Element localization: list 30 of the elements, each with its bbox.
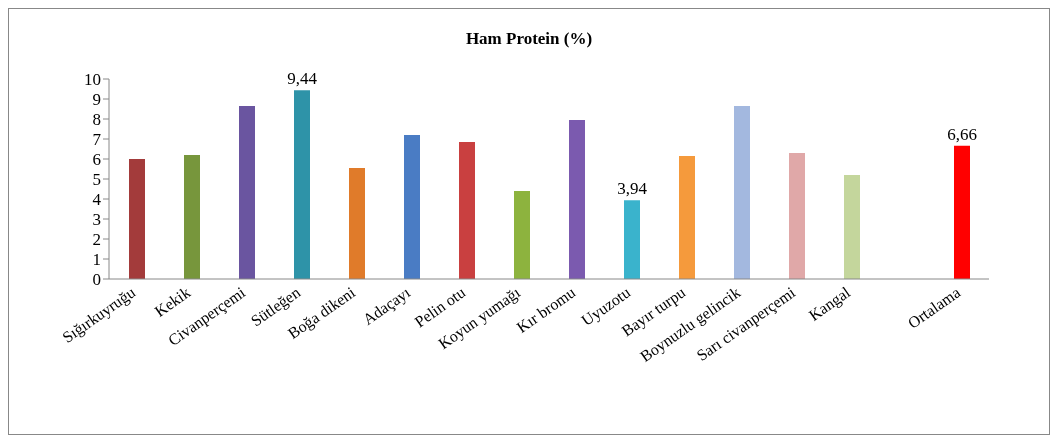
bar xyxy=(349,168,365,279)
y-tick-label: 6 xyxy=(92,150,101,170)
bar xyxy=(294,90,310,279)
bar xyxy=(404,135,420,279)
bar xyxy=(569,120,585,279)
y-tick-label: 9 xyxy=(92,90,101,110)
bar xyxy=(789,153,805,279)
y-tick-label: 2 xyxy=(92,230,101,250)
y-tick-label: 0 xyxy=(92,270,101,290)
bar xyxy=(624,200,640,279)
bar xyxy=(129,159,145,279)
y-tick-label: 3 xyxy=(92,210,101,230)
bar xyxy=(954,145,970,279)
bar xyxy=(184,155,200,279)
bar xyxy=(239,106,255,279)
bar xyxy=(734,106,750,279)
y-tick-label: 4 xyxy=(92,190,102,210)
bar xyxy=(514,191,530,279)
y-tick-label: 1 xyxy=(92,250,101,270)
y-tick-label: 8 xyxy=(92,110,101,130)
bar xyxy=(844,175,860,279)
y-tick-label: 7 xyxy=(92,130,102,150)
data-label: 3,94 xyxy=(617,179,648,199)
data-label: 6,66 xyxy=(947,124,977,144)
data-label: 9,44 xyxy=(287,69,318,89)
y-tick-label: 5 xyxy=(92,170,101,190)
chart-title: Ham Protein (%) xyxy=(464,29,594,49)
bar xyxy=(679,156,695,279)
y-tick-label: 10 xyxy=(84,70,101,90)
bar xyxy=(459,142,475,279)
